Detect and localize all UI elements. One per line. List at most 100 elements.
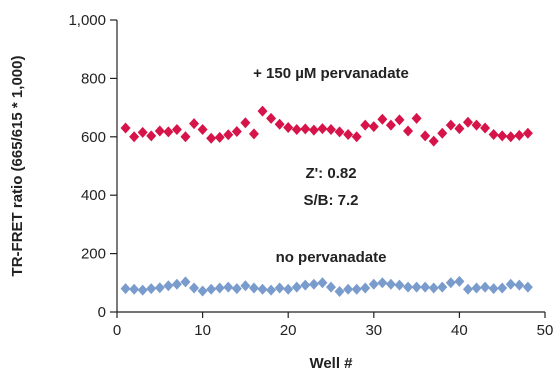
data-point — [274, 118, 285, 130]
data-point — [522, 281, 533, 293]
data-point — [497, 282, 508, 294]
series-1 — [120, 105, 533, 147]
data-point — [420, 281, 431, 293]
data-point — [120, 122, 131, 134]
data-point — [411, 112, 422, 124]
data-point — [480, 122, 491, 134]
data-point — [428, 282, 439, 294]
data-point — [514, 279, 525, 291]
data-point — [428, 135, 439, 147]
data-point — [206, 132, 217, 144]
data-point — [454, 275, 465, 287]
data-point — [300, 279, 311, 291]
data-points — [120, 105, 533, 298]
axes: 0 200 400 600 800 1,000 0 10 20 30 40 50 — [68, 12, 553, 339]
data-point — [163, 126, 174, 138]
data-point — [360, 282, 371, 294]
x-tick-label: 40 — [451, 322, 468, 339]
z-prime-label: Z': 0.82 — [305, 165, 356, 182]
y-tick-label: 1,000 — [68, 12, 106, 29]
data-point — [326, 281, 336, 293]
data-point — [394, 114, 405, 126]
data-point — [240, 117, 251, 129]
data-point — [403, 281, 414, 293]
data-point — [189, 118, 200, 130]
data-point — [437, 281, 448, 293]
x-tick-label: 30 — [365, 322, 382, 339]
data-point — [154, 282, 165, 294]
data-point — [197, 285, 208, 297]
data-point — [385, 278, 396, 290]
data-point — [231, 283, 242, 295]
data-point — [334, 126, 345, 138]
data-point — [411, 281, 422, 293]
data-point — [420, 130, 431, 142]
y-tick-label: 400 — [81, 187, 106, 204]
data-point — [308, 278, 319, 290]
data-point — [266, 112, 277, 124]
x-axis-title: Well # — [309, 355, 353, 372]
x-tick-label: 20 — [280, 322, 297, 339]
data-point — [394, 279, 405, 291]
y-tick-label: 800 — [81, 70, 106, 87]
data-point — [291, 281, 302, 293]
data-point — [257, 105, 268, 117]
data-point — [343, 128, 354, 140]
data-point — [283, 121, 294, 133]
data-point — [497, 130, 508, 142]
data-point — [274, 282, 285, 294]
data-point — [291, 124, 302, 135]
data-point — [403, 125, 414, 137]
data-point — [368, 121, 379, 133]
data-point — [360, 119, 371, 131]
data-point — [454, 123, 465, 135]
data-point — [240, 280, 251, 292]
data-point — [214, 282, 225, 294]
data-point — [522, 127, 533, 139]
y-tick-label: 200 — [81, 246, 106, 263]
data-point — [248, 128, 259, 140]
data-point — [146, 283, 157, 295]
series-2 — [120, 275, 533, 298]
data-point — [223, 129, 234, 141]
data-point — [231, 126, 242, 138]
data-point — [180, 131, 191, 143]
data-point — [505, 131, 516, 143]
x-tick-label: 50 — [537, 322, 554, 339]
data-point — [488, 128, 499, 140]
data-point — [163, 280, 174, 292]
data-point — [437, 127, 448, 139]
data-point — [317, 277, 328, 289]
data-point — [343, 283, 354, 295]
x-tick-label: 0 — [113, 322, 121, 339]
data-point — [368, 278, 379, 290]
data-point — [283, 283, 294, 295]
data-point — [223, 281, 234, 293]
data-point — [137, 126, 148, 138]
data-point — [351, 283, 362, 295]
data-point — [471, 282, 482, 294]
data-point — [171, 278, 182, 290]
signal-background-label: S/B: 7.2 — [303, 192, 358, 209]
data-point — [120, 283, 131, 295]
treated-series-label: + 150 µM pervanadate — [253, 65, 409, 82]
data-point — [351, 131, 362, 143]
data-point — [171, 124, 182, 135]
data-point — [326, 124, 336, 135]
data-point — [308, 124, 319, 136]
data-point — [180, 276, 191, 288]
data-point — [334, 286, 345, 298]
y-tick-label: 0 — [98, 304, 106, 321]
data-point — [206, 283, 217, 295]
data-point — [377, 113, 388, 125]
control-series-label: no pervanadate — [276, 249, 387, 266]
data-point — [248, 282, 259, 294]
data-point — [197, 124, 208, 135]
data-point — [266, 284, 277, 296]
data-point — [377, 277, 388, 289]
data-point — [445, 277, 456, 289]
data-point — [214, 131, 225, 143]
data-point — [385, 119, 396, 131]
data-point — [137, 284, 148, 296]
